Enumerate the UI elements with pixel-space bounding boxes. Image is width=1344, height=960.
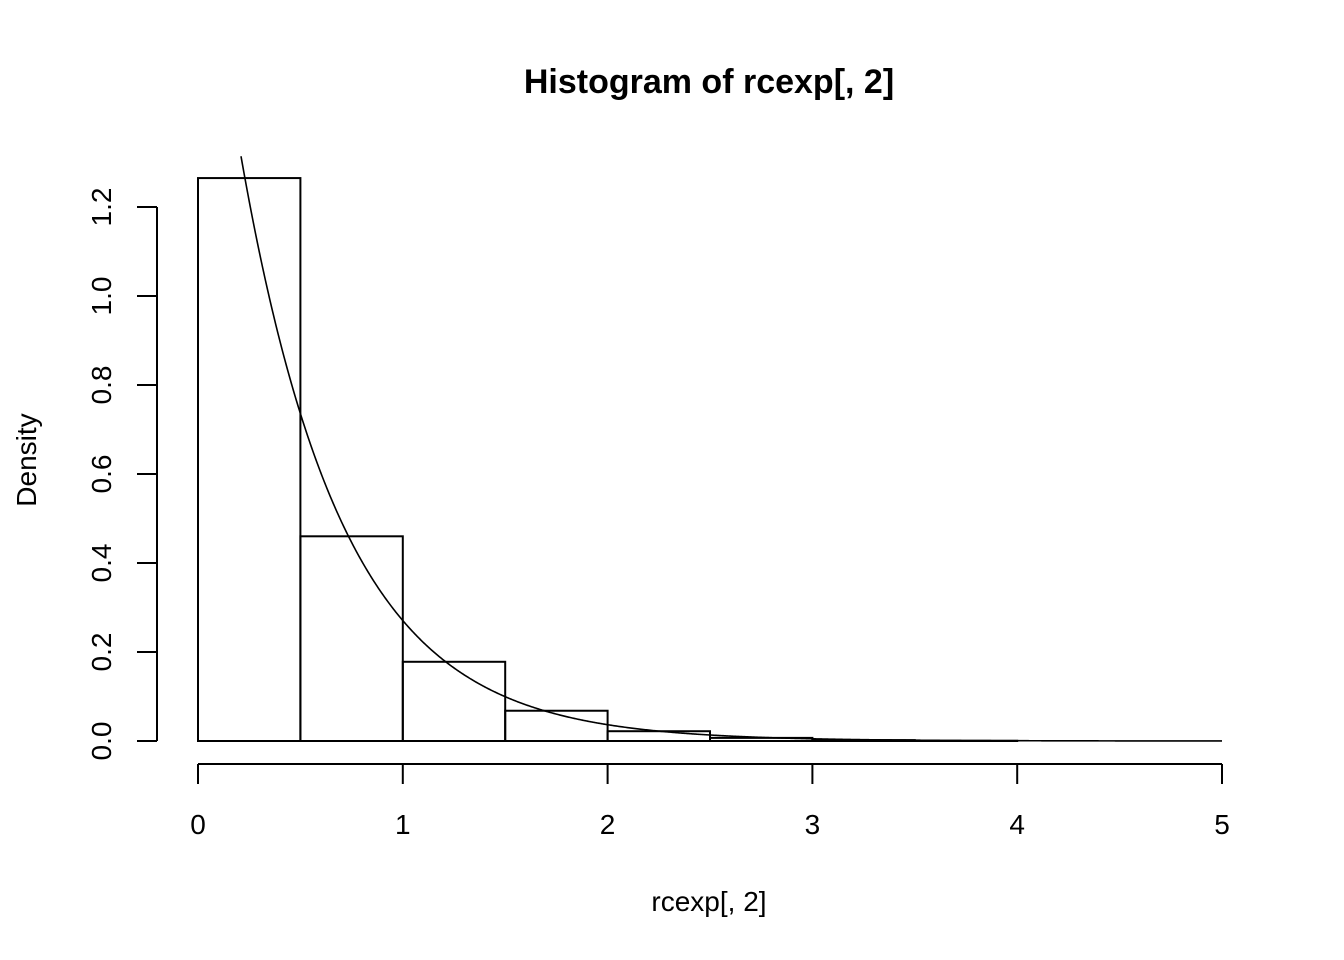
y-tick-label: 0.8 bbox=[86, 366, 117, 405]
histogram-bar bbox=[504, 709, 609, 742]
histogram-bar bbox=[606, 730, 711, 743]
histogram-bar bbox=[197, 177, 302, 742]
histogram-bar bbox=[401, 660, 507, 742]
density-curve bbox=[240, 156, 1222, 742]
y-tick-label: 0.2 bbox=[86, 633, 117, 672]
x-tick-label: 5 bbox=[1214, 809, 1230, 840]
y-tick-label: 0.4 bbox=[86, 544, 117, 583]
x-tick-label: 3 bbox=[805, 809, 821, 840]
histogram-bar bbox=[299, 535, 404, 742]
y-tick-label: 0.0 bbox=[86, 722, 117, 761]
chart-title: Histogram of rcexp[, 2] bbox=[524, 63, 894, 101]
histogram-bars bbox=[197, 177, 1019, 743]
y-axis: 0.0 0.2 0.4 0.6 0.8 1.0 1.2 bbox=[86, 188, 158, 761]
x-tick-label: 0 bbox=[190, 809, 206, 840]
x-tick-label: 2 bbox=[600, 809, 616, 840]
x-tick-label: 4 bbox=[1009, 809, 1025, 840]
x-axis: 0 1 2 3 4 5 bbox=[190, 763, 1230, 840]
y-tick-label: 1.2 bbox=[86, 188, 117, 227]
y-axis-label: Density bbox=[11, 413, 42, 506]
x-axis-label: rcexp[, 2] bbox=[651, 886, 766, 917]
x-tick-label: 1 bbox=[395, 809, 411, 840]
y-tick-label: 0.6 bbox=[86, 455, 117, 494]
y-tick-label: 1.0 bbox=[86, 277, 117, 316]
